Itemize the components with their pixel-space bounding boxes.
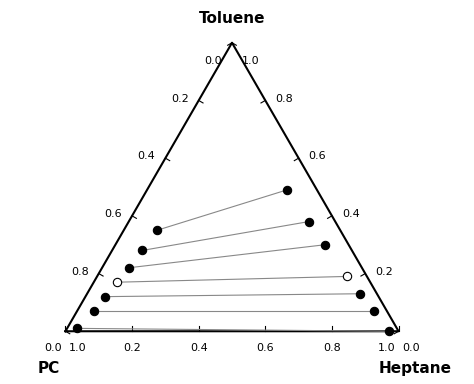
Text: 0.2: 0.2 (375, 267, 393, 277)
Text: 0.6: 0.6 (104, 209, 122, 219)
Text: 0.4: 0.4 (137, 151, 155, 162)
Text: 0.8: 0.8 (71, 267, 89, 277)
Text: 0.0: 0.0 (204, 56, 222, 66)
Text: 0.4: 0.4 (342, 209, 360, 219)
Text: 0.4: 0.4 (190, 343, 208, 353)
Text: 1.0: 1.0 (69, 343, 86, 353)
Text: 0.0: 0.0 (45, 343, 62, 353)
Text: 0.0: 0.0 (402, 343, 419, 353)
Text: Heptane: Heptane (379, 361, 452, 376)
Text: 0.2: 0.2 (123, 343, 141, 353)
Text: 1.0: 1.0 (378, 343, 395, 353)
Text: 1.0: 1.0 (242, 56, 260, 66)
Text: 0.6: 0.6 (309, 151, 326, 162)
Text: 0.6: 0.6 (256, 343, 274, 353)
Text: 0.8: 0.8 (275, 94, 293, 104)
Text: Toluene: Toluene (199, 11, 265, 26)
Text: PC: PC (37, 361, 60, 376)
Text: 0.2: 0.2 (171, 94, 189, 104)
Text: 0.8: 0.8 (323, 343, 341, 353)
